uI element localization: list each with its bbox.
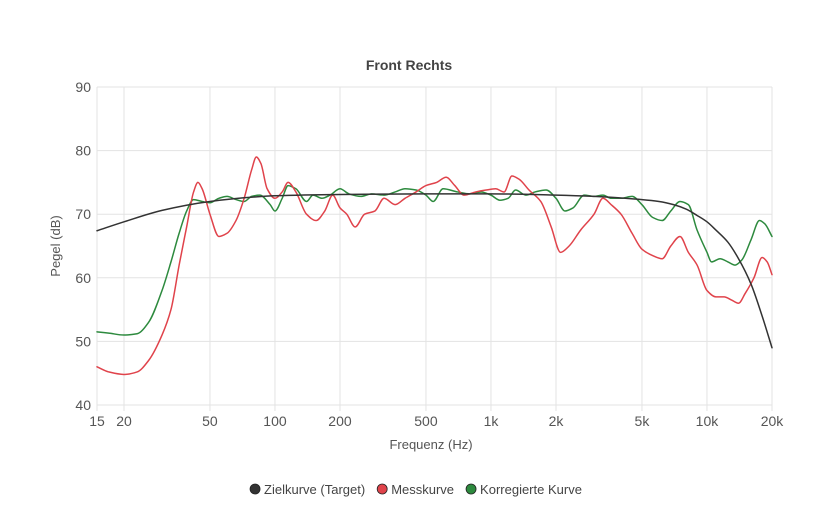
x-tick-label: 2k bbox=[549, 413, 565, 429]
series-line-messkurve bbox=[96, 156, 773, 376]
series-lines bbox=[96, 156, 773, 376]
grid bbox=[96, 86, 773, 411]
x-tick-label: 1k bbox=[484, 413, 500, 429]
legend: Zielkurve (Target) Messkurve Korregierte K… bbox=[249, 482, 582, 497]
x-tick-label: 20 bbox=[116, 413, 132, 429]
legend-marker bbox=[376, 483, 388, 495]
x-tick-label: 100 bbox=[263, 413, 287, 429]
y-tick-label: 40 bbox=[75, 397, 91, 413]
y-axis-label: Pegel (dB) bbox=[48, 215, 63, 276]
y-axis-ticks: 40 50 60 70 80 90 bbox=[75, 79, 91, 413]
legend-label: Korregierte Kurve bbox=[480, 482, 582, 497]
x-axis-label: Frequenz (Hz) bbox=[389, 437, 472, 452]
y-tick-label: 90 bbox=[75, 79, 91, 95]
legend-label: Messkurve bbox=[391, 482, 454, 497]
legend-item: Messkurve bbox=[376, 482, 454, 497]
y-tick-label: 70 bbox=[75, 206, 91, 222]
y-tick-label: 80 bbox=[75, 143, 91, 159]
series-line-zielkurve-target bbox=[96, 193, 773, 349]
x-tick-label: 20k bbox=[761, 413, 785, 429]
x-axis-ticks: 15 20 50 100 200 500 1k 2k 5k 10k 20k bbox=[89, 413, 784, 429]
series-line-korregierte-kurve bbox=[96, 184, 773, 336]
x-tick-label: 50 bbox=[202, 413, 218, 429]
x-tick-label: 200 bbox=[328, 413, 352, 429]
legend-item: Zielkurve (Target) bbox=[249, 482, 365, 497]
legend-item: Korregierte Kurve bbox=[465, 482, 582, 497]
y-tick-label: 60 bbox=[75, 270, 91, 286]
x-tick-label: 15 bbox=[89, 413, 105, 429]
legend-marker bbox=[465, 483, 477, 495]
chart-title: Front Rechts bbox=[366, 57, 453, 73]
legend-marker bbox=[249, 483, 261, 495]
x-tick-label: 10k bbox=[696, 413, 720, 429]
x-tick-label: 500 bbox=[414, 413, 438, 429]
y-tick-label: 50 bbox=[75, 333, 91, 349]
x-tick-label: 5k bbox=[635, 413, 651, 429]
legend-label: Zielkurve (Target) bbox=[264, 482, 365, 497]
